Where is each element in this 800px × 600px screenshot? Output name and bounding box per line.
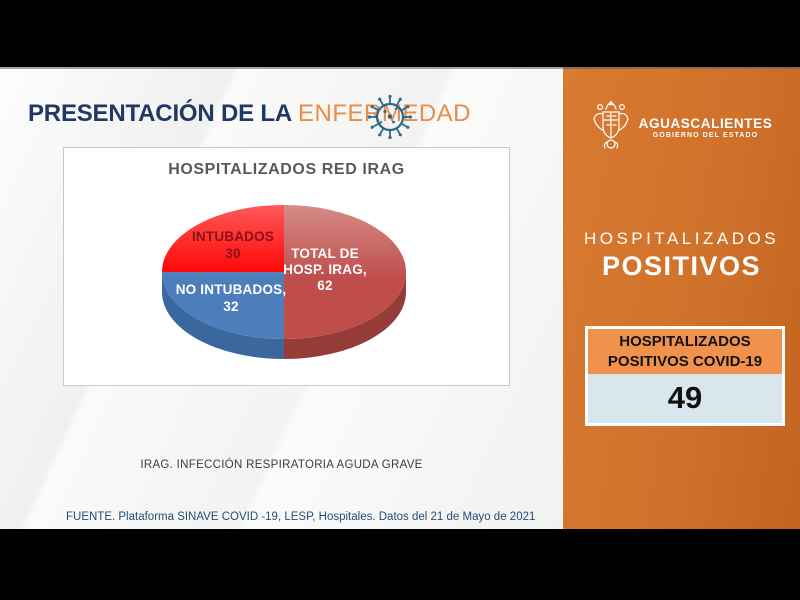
pie-gloss-highlight [162,205,406,339]
sidebar-heading-line1: HOSPITALIZADOS [583,229,780,248]
pie-chart: INTUBADOS 30 TOTAL DE HOSP. IRAG, 62 NO … [162,205,406,359]
irag-definition-note: IRAG. INFECCIÓN RESPIRATORIA AGUDA GRAVE [140,459,423,471]
coat-of-arms-icon [593,100,629,149]
stat-card-label: HOSPITALIZADOS POSITIVOS COVID-19 [588,329,782,374]
pie-label-total-line1: TOTAL DE [291,246,359,261]
pie-label-no-intubados: NO INTUBADOS, [176,282,287,297]
presentation-slide: PRESENTACIÓN DE LA ENFERMEDAD [0,67,800,529]
chart-title: HOSPITALIZADOS RED IRAG [168,161,405,178]
pie-value-no-intubados: 32 [223,299,238,314]
virus-icon [367,94,412,140]
pie-chart-panel: HOSPITALIZADOS RED IRAG [63,147,510,386]
stat-card: HOSPITALIZADOS POSITIVOS COVID-19 49 [585,326,785,426]
pie-side-left [162,272,284,359]
sidebar-panel: AGUASCALIENTES GOBIERNO DEL ESTADO HOSPI… [563,67,800,529]
logo-subtitle: GOBIERNO DEL ESTADO [652,131,759,139]
letterbox-bottom-bar [0,529,800,600]
sidebar-heading: HOSPITALIZADOS POSITIVOS [563,229,800,282]
logo-text: AGUASCALIENTES GOBIERNO DEL ESTADO [639,116,773,139]
page-title-part-1: PRESENTACIÓN DE LA [28,100,292,127]
pie-value-intubados: 30 [225,246,240,261]
source-citation: FUENTE. Plataforma SINAVE COVID -19, LES… [66,511,536,523]
logo-state-name: AGUASCALIENTES [638,115,773,131]
stat-label-line1: HOSPITALIZADOS [619,333,751,350]
pie-label-total-line2: HOSP. IRAG, [283,262,367,277]
stat-card-value: 49 [588,374,782,423]
pie-side-right [284,272,406,359]
main-content-panel: PRESENTACIÓN DE LA ENFERMEDAD [0,67,563,529]
pie-label-intubados: INTUBADOS [192,229,274,244]
sidebar-heading-line2: POSITIVOS [601,251,762,281]
stat-label-line2: POSITIVOS COVID-19 [607,352,763,370]
letterbox-top-bar [0,0,800,67]
pie-value-total: 62 [317,278,332,293]
government-logo: AGUASCALIENTES GOBIERNO DEL ESTADO [563,100,800,154]
